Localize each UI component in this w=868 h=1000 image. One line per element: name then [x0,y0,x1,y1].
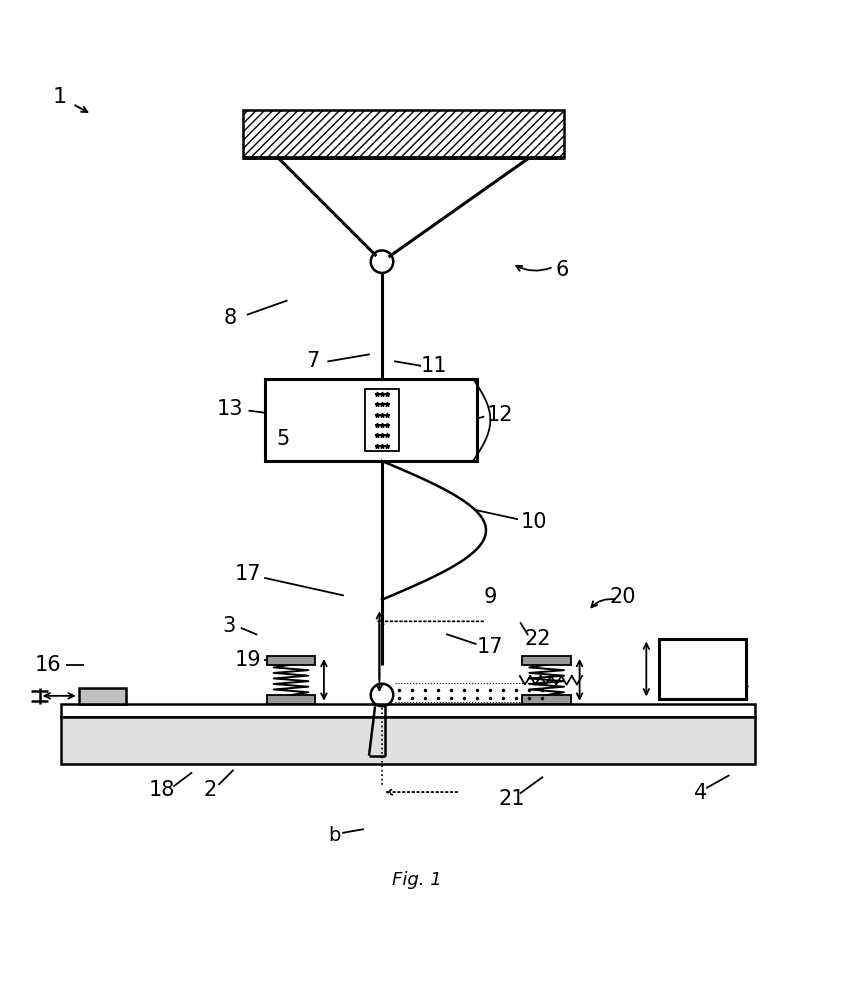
Bar [266,695,315,704]
Text: 17: 17 [234,564,261,584]
Text: Fig. 1: Fig. 1 [391,871,442,889]
Text: 16: 16 [35,655,62,675]
Bar [62,704,754,717]
Text: 7: 7 [306,351,319,371]
Text: 18: 18 [148,780,175,800]
Text: 19: 19 [234,650,261,670]
Text: 21: 21 [499,789,525,809]
Bar [523,656,571,665]
Text: 13: 13 [217,399,244,419]
Text: 6: 6 [556,260,569,280]
Bar [266,656,315,665]
Text: 1: 1 [53,87,67,107]
Text: 9: 9 [483,587,497,607]
Bar [523,695,571,704]
Text: 12: 12 [487,405,513,425]
Bar [660,639,746,699]
Text: 2: 2 [204,780,217,800]
Text: 20: 20 [609,587,636,607]
Circle shape [375,254,390,269]
Text: 5: 5 [277,429,290,449]
Bar [243,110,564,158]
Text: 17: 17 [477,637,503,657]
Text: 15: 15 [698,685,725,705]
Text: 10: 10 [521,512,547,532]
Text: 22: 22 [525,629,551,649]
Bar [265,379,477,461]
Bar [62,717,754,764]
Text: 4: 4 [694,783,707,803]
Bar [365,389,399,451]
Text: b: b [328,826,340,845]
Bar [79,688,127,704]
Text: 11: 11 [421,356,447,376]
Text: 3: 3 [222,616,235,636]
Text: 8: 8 [224,308,237,328]
